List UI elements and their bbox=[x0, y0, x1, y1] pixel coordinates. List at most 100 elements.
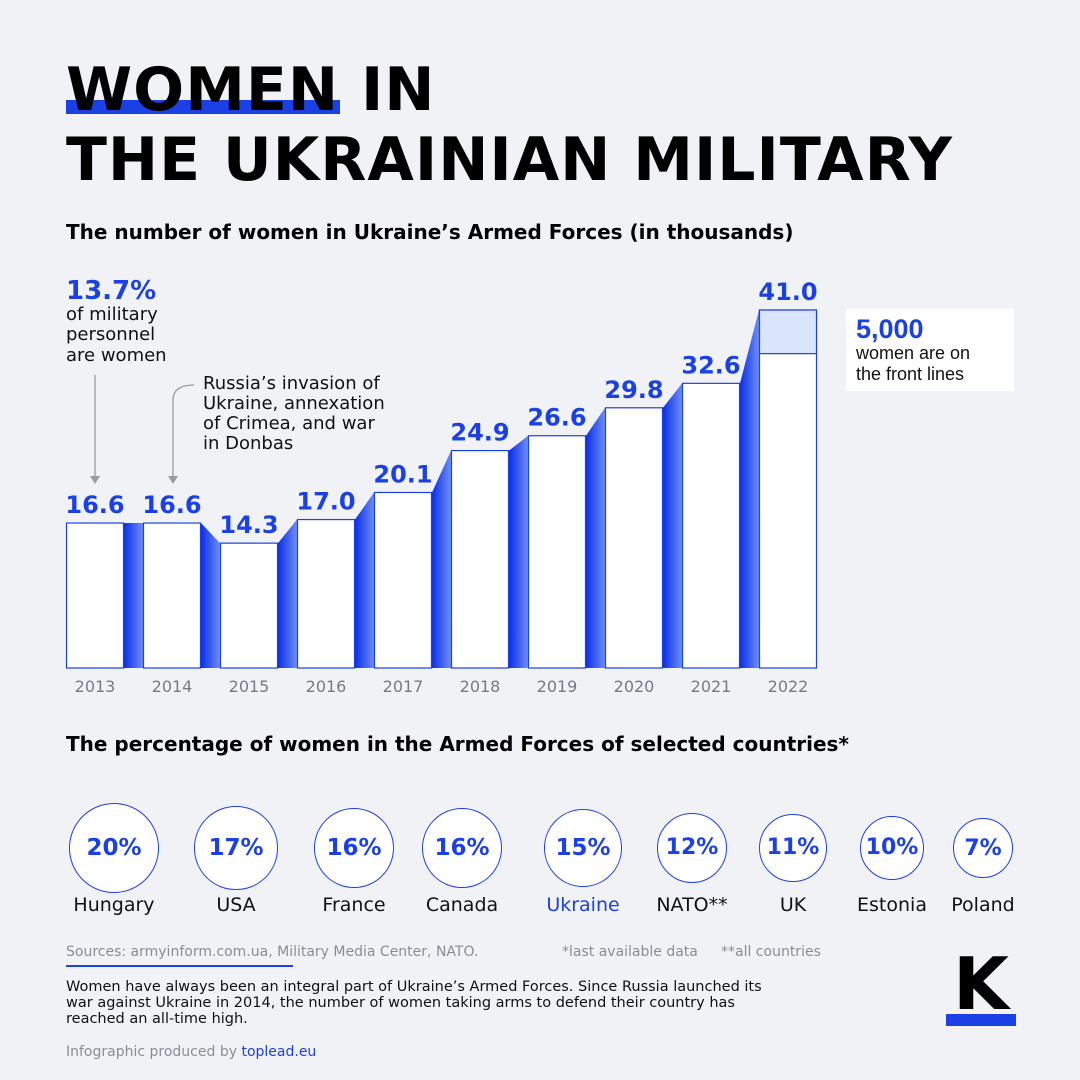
x-tick-2015: 2015 bbox=[229, 677, 270, 696]
bar-connector-2021 bbox=[740, 310, 759, 668]
front-lines-value: 5,000 bbox=[856, 314, 924, 344]
bar-connector-2015 bbox=[278, 519, 297, 668]
share-annotation: 13.7% of military personnel are women bbox=[66, 276, 167, 366]
bubble-value-label: 16% bbox=[326, 834, 382, 861]
country-label-hungary: Hungary bbox=[73, 894, 155, 916]
share-line-1: of military bbox=[66, 304, 158, 326]
country-label-france: France bbox=[322, 894, 386, 916]
bar-connector-2016 bbox=[355, 492, 374, 668]
share-arrow-head bbox=[90, 476, 100, 484]
bubble-value-label: 12% bbox=[665, 835, 719, 861]
value-label-2015: 14.3 bbox=[219, 511, 278, 539]
brand-logo-letter: K bbox=[953, 942, 1009, 1026]
bar-connector-2017 bbox=[432, 450, 451, 668]
bubble-nato: 12% bbox=[656, 812, 728, 884]
value-label-2016: 17.0 bbox=[296, 488, 355, 516]
value-label-2022: 41.0 bbox=[758, 278, 817, 306]
bubble-value-label: 20% bbox=[86, 835, 142, 861]
bar-2020 bbox=[604, 407, 664, 669]
share-line-3: are women bbox=[66, 344, 167, 366]
bar-2017 bbox=[373, 491, 433, 669]
bubble-france: 16% bbox=[313, 807, 395, 889]
bar-connector-2013 bbox=[124, 523, 143, 668]
invasion-line-2: Ukraine, annexation bbox=[203, 393, 385, 415]
invasion-line-3: of Crimea, and war bbox=[203, 413, 375, 435]
value-label-2019: 26.6 bbox=[527, 404, 586, 432]
country-label-poland: Poland bbox=[951, 894, 1015, 916]
brand-logo: K bbox=[946, 948, 1016, 1026]
footnote-all-countries: **all countries bbox=[721, 944, 821, 960]
value-label-2021: 32.6 bbox=[681, 351, 740, 379]
share-line-2: personnel bbox=[66, 324, 156, 346]
value-label-2018: 24.9 bbox=[450, 419, 509, 447]
bar-chart-title: The number of women in Ukraine’s Armed F… bbox=[66, 220, 794, 244]
invasion-arrow-head bbox=[168, 476, 178, 484]
bubble-value-label: 16% bbox=[434, 834, 490, 861]
credit: Infographic produced by toplead.eu bbox=[66, 1044, 316, 1060]
bubble-uk: 11% bbox=[759, 814, 827, 882]
footnote-last-available: *last available data bbox=[562, 944, 698, 960]
brand-logo-bar bbox=[946, 1014, 1016, 1026]
x-tick-2013: 2013 bbox=[75, 677, 116, 696]
x-tick-2017: 2017 bbox=[383, 677, 424, 696]
x-tick-2018: 2018 bbox=[460, 677, 501, 696]
x-tick-2020: 2020 bbox=[614, 677, 655, 696]
invasion-arrow-line bbox=[172, 384, 195, 480]
bubble-estonia: 10% bbox=[859, 815, 925, 881]
page-title-line1: WOMEN IN bbox=[66, 55, 436, 125]
bubble-poland: 7% bbox=[953, 818, 1013, 878]
bar-2016 bbox=[296, 518, 356, 669]
description-text: Women have always been an integral part … bbox=[66, 979, 762, 1027]
bar-connector-2018 bbox=[509, 435, 528, 668]
bar-connector-2019 bbox=[586, 407, 605, 668]
bar-2018 bbox=[450, 449, 510, 669]
title-underline-bar bbox=[66, 100, 340, 114]
x-tick-2021: 2021 bbox=[691, 677, 732, 696]
country-label-ukraine: Ukraine bbox=[546, 894, 620, 916]
credit-prefix: Infographic produced by bbox=[66, 1044, 242, 1060]
bubble-ukraine: 15% bbox=[543, 808, 623, 888]
bar-connector-2020 bbox=[663, 383, 682, 668]
bubble-value-label: 17% bbox=[208, 834, 264, 861]
bar-front-lines-segment bbox=[758, 309, 818, 355]
invasion-line-4: in Donbas bbox=[203, 433, 294, 455]
bubble-usa: 17% bbox=[194, 806, 278, 890]
bubble-hungary: 20% bbox=[69, 803, 159, 893]
bar-2019 bbox=[527, 435, 587, 669]
bubble-canada: 16% bbox=[421, 807, 503, 889]
bar-2015 bbox=[219, 542, 279, 669]
credit-link[interactable]: toplead.eu bbox=[241, 1044, 317, 1060]
bar-2021 bbox=[681, 382, 741, 669]
front-lines-callout: 5,000 women are on the front lines bbox=[846, 309, 1014, 391]
x-tick-2016: 2016 bbox=[306, 677, 347, 696]
bar-2022 bbox=[758, 309, 818, 669]
value-label-2020: 29.8 bbox=[604, 376, 663, 404]
country-label-estonia: Estonia bbox=[857, 894, 927, 916]
country-label-usa: USA bbox=[216, 894, 256, 916]
bar-chart: 16.6 2013 16.6 2014 14.3 2015 17.0 2016 20.1 2017… bbox=[65, 278, 818, 696]
bubble-value-label: 15% bbox=[555, 834, 611, 861]
countries-chart-title: The percentage of women in the Armed For… bbox=[66, 732, 849, 756]
country-label-uk: UK bbox=[779, 894, 807, 916]
bubble-value-label: 11% bbox=[766, 835, 820, 861]
bar-connector-2014 bbox=[201, 523, 220, 668]
x-tick-2014: 2014 bbox=[152, 677, 193, 696]
share-value: 13.7% bbox=[66, 276, 157, 306]
bubble-value-label: 10% bbox=[865, 835, 919, 861]
sources-underline bbox=[66, 965, 293, 967]
country-label-canada: Canada bbox=[425, 894, 499, 916]
invasion-line-1: Russia’s invasion of bbox=[203, 373, 380, 394]
sources-text: Sources: armyinform.com.ua, Military Med… bbox=[66, 944, 479, 960]
page-title-line2: THE UKRAINIAN MILITARY bbox=[66, 125, 953, 195]
invasion-annotation: Russia’s invasion of Ukraine, annexation… bbox=[203, 373, 385, 455]
country-label-nato: NATO** bbox=[656, 894, 728, 916]
front-lines-line-1: women are on bbox=[856, 343, 971, 364]
x-tick-2019: 2019 bbox=[537, 677, 578, 696]
value-label-2017: 20.1 bbox=[373, 460, 432, 488]
bar-2014 bbox=[142, 522, 202, 669]
bubble-value-label: 7% bbox=[964, 835, 1002, 861]
value-label-2013: 16.6 bbox=[65, 491, 124, 519]
bar-2013 bbox=[65, 522, 125, 669]
front-lines-line-2: the front lines bbox=[856, 363, 965, 384]
value-label-2014: 16.6 bbox=[142, 491, 201, 519]
